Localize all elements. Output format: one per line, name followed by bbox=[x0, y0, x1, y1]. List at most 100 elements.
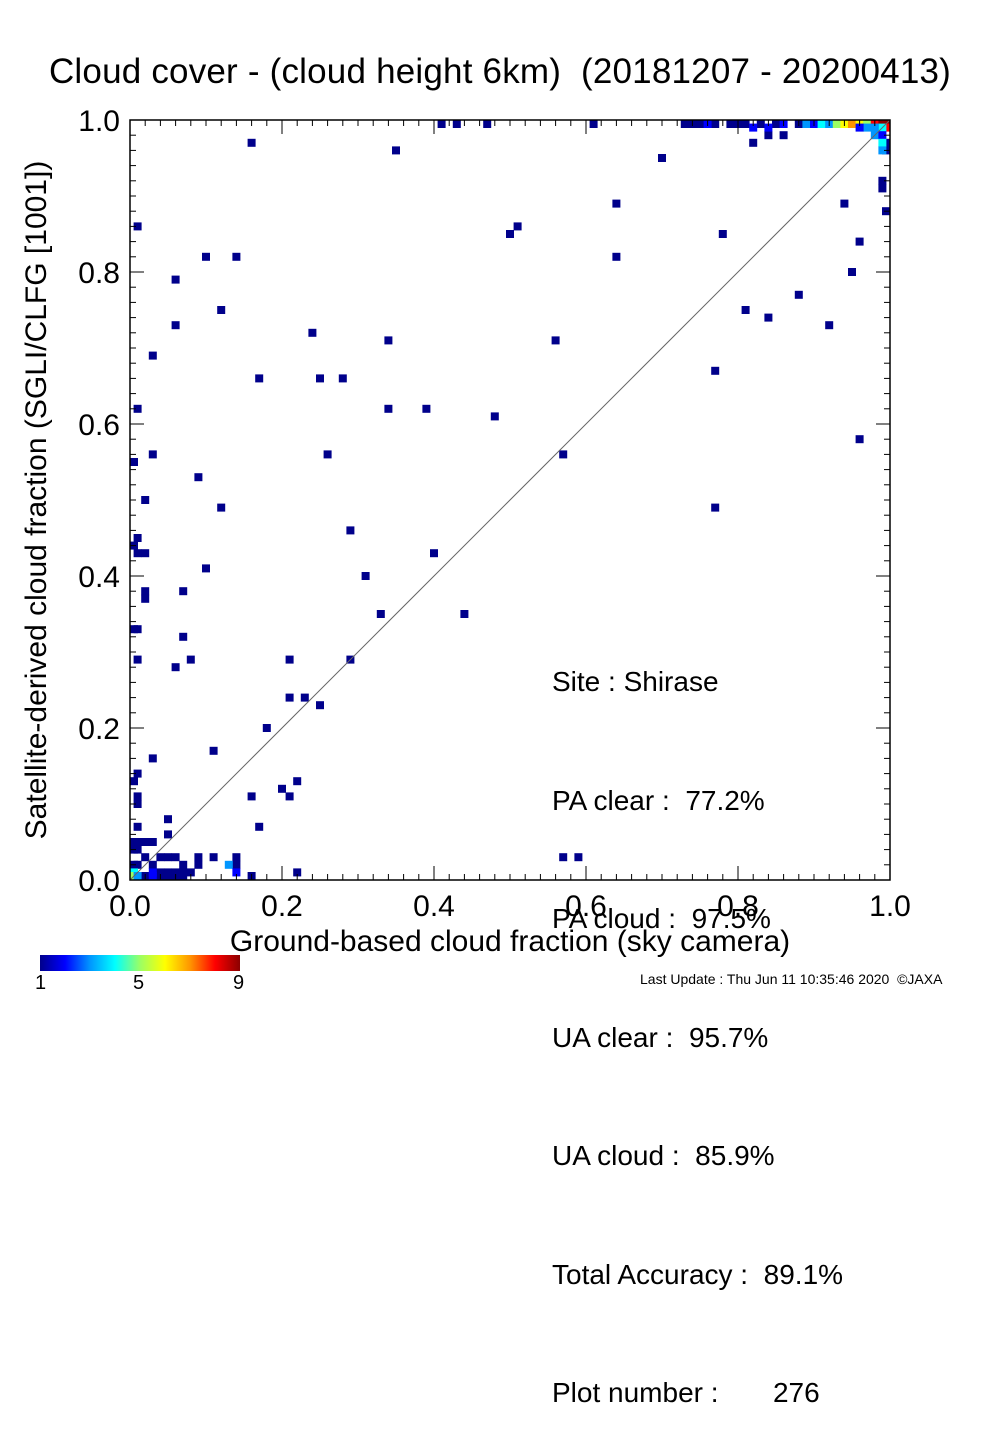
data-cell bbox=[718, 230, 727, 238]
data-cell bbox=[574, 853, 583, 862]
data-cell bbox=[164, 853, 172, 862]
data-cell bbox=[179, 587, 188, 596]
chart-svg: 0.0 0.2 0.4 0.6 0.8 1.0 0.0 0.2 0.4 0.6 0.8 1.0 Gro… bbox=[20, 105, 911, 958]
data-cell bbox=[293, 777, 302, 786]
data-cell bbox=[179, 632, 188, 641]
stat-total-accuracy: Total Accuracy : 89.1% bbox=[552, 1258, 844, 1290]
data-cell bbox=[141, 838, 150, 846]
data-cell bbox=[300, 693, 309, 702]
data-cell-dense bbox=[133, 872, 142, 880]
data-cell bbox=[133, 549, 142, 558]
data-cell bbox=[346, 526, 355, 535]
data-cell bbox=[392, 146, 400, 155]
y-tick-label: 0.4 bbox=[78, 561, 120, 594]
data-cell bbox=[430, 549, 438, 558]
data-cell bbox=[376, 610, 385, 618]
data-cell bbox=[589, 120, 598, 128]
data-cell bbox=[171, 321, 180, 330]
axis-ticks bbox=[129, 119, 891, 881]
x-tick-label: 1.0 bbox=[869, 890, 911, 923]
data-cell-dense bbox=[863, 123, 872, 132]
data-cell bbox=[384, 336, 393, 345]
data-cell-dense bbox=[870, 123, 879, 132]
data-cell bbox=[148, 351, 157, 360]
colorbar-mid-label: 5 bbox=[133, 972, 145, 994]
data-cell bbox=[696, 120, 704, 128]
data-cell bbox=[148, 860, 157, 869]
data-cell bbox=[772, 120, 780, 128]
y-tick-label: 0.0 bbox=[78, 865, 120, 898]
y-tick-label: 1.0 bbox=[78, 105, 120, 138]
data-cell bbox=[130, 458, 138, 466]
stat-pa-clear: PA clear : 77.2% bbox=[552, 784, 765, 816]
data-cell bbox=[202, 252, 210, 261]
data-cell bbox=[285, 655, 294, 664]
stat-ua-cloud: UA cloud : 85.9% bbox=[552, 1140, 775, 1171]
data-cell bbox=[308, 328, 317, 337]
data-cell bbox=[171, 853, 180, 862]
x-tick-label: 0.8 bbox=[717, 890, 759, 923]
stat-plot-number: Plot number : 276 bbox=[552, 1377, 820, 1408]
y-axis-label: Satellite-derived cloud fraction (SGLI/C… bbox=[20, 161, 53, 840]
data-cell bbox=[825, 321, 834, 330]
last-update-text: Last Update : Thu Jun 11 10:35:46 2020 ©… bbox=[640, 971, 943, 987]
data-cell-dense bbox=[148, 868, 157, 877]
data-cell bbox=[794, 290, 803, 299]
data-cell bbox=[490, 412, 499, 421]
data-cell bbox=[186, 655, 195, 664]
data-cell-dense bbox=[764, 123, 773, 132]
data-cell bbox=[437, 120, 446, 128]
colorbar-min-label: 1 bbox=[35, 972, 47, 994]
data-cell bbox=[194, 860, 203, 869]
data-cell bbox=[141, 496, 150, 504]
data-cell bbox=[316, 701, 324, 710]
statistics-panel: Site : Shirase PA clear : 77.2% PA cloud… bbox=[552, 583, 843, 1452]
y-tick-label: 0.8 bbox=[78, 257, 120, 290]
data-cell bbox=[209, 746, 218, 755]
y-tick-label: 0.2 bbox=[78, 713, 120, 746]
data-cell-dense bbox=[802, 120, 811, 128]
data-cell bbox=[384, 404, 393, 413]
data-cell bbox=[141, 549, 150, 558]
data-cell bbox=[316, 374, 324, 383]
data-cell bbox=[741, 306, 750, 314]
data-cell-dense bbox=[224, 860, 233, 869]
data-cell bbox=[293, 868, 302, 877]
stat-pa-cloud: PA cloud : 97.5% bbox=[552, 903, 771, 934]
data-cell bbox=[171, 663, 180, 672]
data-cell bbox=[726, 120, 735, 128]
data-cell bbox=[232, 853, 241, 862]
data-cell bbox=[164, 830, 172, 839]
data-cell bbox=[506, 230, 514, 238]
data-cell bbox=[133, 222, 142, 231]
data-cell bbox=[232, 860, 241, 869]
x-tick-label: 0.6 bbox=[565, 890, 607, 923]
data-cell bbox=[749, 138, 758, 147]
data-cell bbox=[422, 404, 431, 413]
data-cell-dense bbox=[832, 120, 841, 128]
data-cell bbox=[179, 872, 188, 880]
tick-labels: 0.0 0.2 0.4 0.6 0.8 1.0 0.0 0.2 0.4 0.6 0.8 1.0 bbox=[78, 105, 911, 923]
data-cell bbox=[612, 252, 621, 261]
data-cell bbox=[148, 838, 157, 846]
data-cell bbox=[202, 564, 210, 573]
data-cell bbox=[156, 853, 165, 862]
data-cell bbox=[278, 784, 286, 793]
data-cell bbox=[323, 450, 332, 459]
data-cell bbox=[779, 131, 788, 140]
data-cell bbox=[680, 120, 689, 128]
one-to-one-line bbox=[129, 119, 891, 881]
data-cell bbox=[186, 868, 195, 877]
data-cell bbox=[840, 199, 849, 208]
data-cell bbox=[141, 587, 150, 596]
data-cell bbox=[262, 724, 271, 732]
data-cell bbox=[133, 404, 142, 413]
x-tick-label: 0.0 bbox=[109, 890, 151, 923]
chart-title: Cloud cover - (cloud height 6km) (201812… bbox=[48, 52, 952, 91]
data-cell bbox=[133, 655, 142, 664]
data-cell bbox=[559, 853, 568, 862]
data-cell-dense bbox=[878, 146, 887, 155]
x-tick-label: 0.4 bbox=[413, 890, 455, 923]
data-cell bbox=[209, 853, 218, 862]
data-cell bbox=[179, 860, 188, 869]
